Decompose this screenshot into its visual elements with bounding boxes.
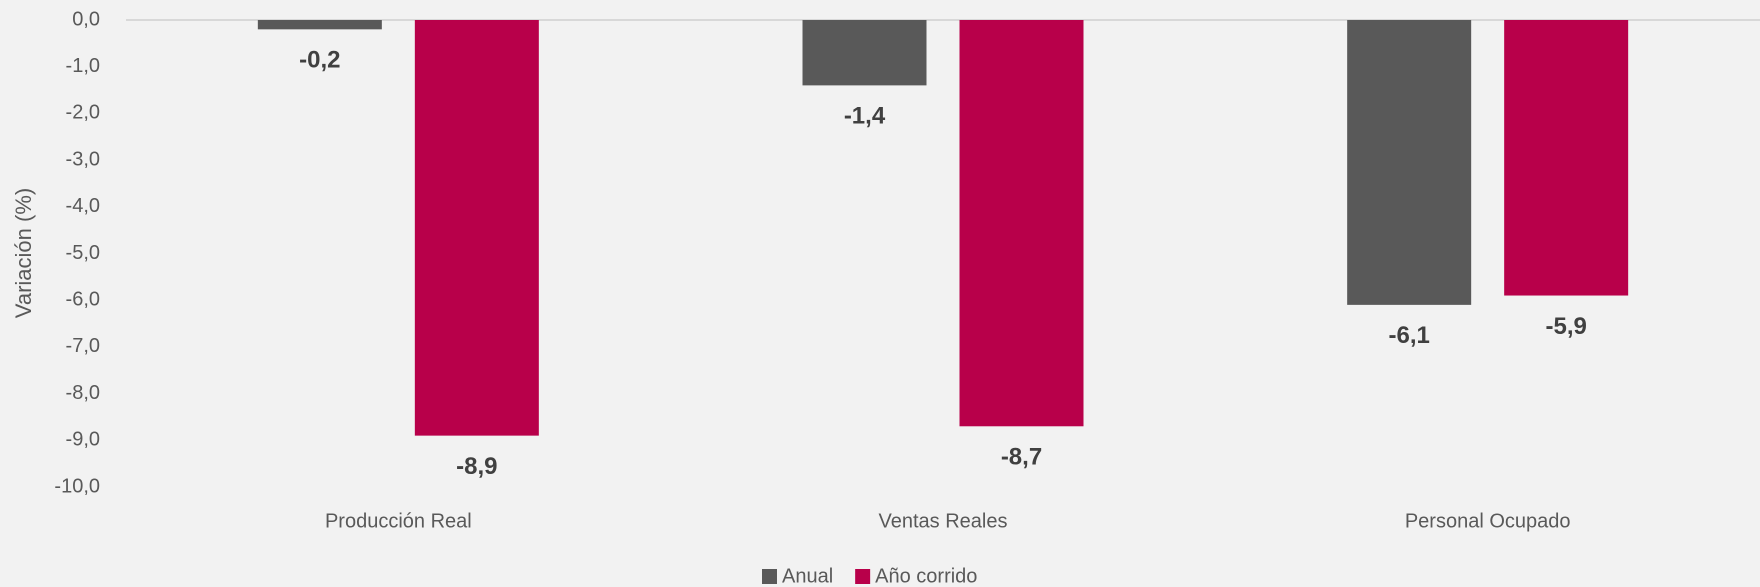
legend-swatch xyxy=(762,569,777,584)
y-tick-label: -7,0 xyxy=(66,335,100,357)
y-tick-label: -3,0 xyxy=(66,148,100,170)
y-axis-title: Variación (%) xyxy=(11,188,36,318)
value-label: -0,2 xyxy=(299,47,340,74)
y-tick-label: 0,0 xyxy=(72,8,100,30)
bar xyxy=(257,20,382,30)
y-tick-label: -8,0 xyxy=(66,382,100,404)
x-tick-label: Ventas Reales xyxy=(879,510,1008,532)
y-tick-label: -2,0 xyxy=(66,102,100,124)
y-tick-label: -5,0 xyxy=(66,242,100,264)
value-label: -8,7 xyxy=(1001,444,1042,471)
y-tick-label: -1,0 xyxy=(66,55,100,77)
legend-label: Anual xyxy=(782,565,833,587)
value-label: -5,9 xyxy=(1545,313,1586,340)
bar xyxy=(1347,20,1472,305)
x-tick-label: Personal Ocupado xyxy=(1405,510,1571,532)
legend-label: Año corrido xyxy=(875,565,977,587)
y-tick-label: -4,0 xyxy=(66,195,100,217)
value-label: -6,1 xyxy=(1388,322,1429,349)
legend-swatch xyxy=(855,569,871,584)
bar xyxy=(414,20,539,436)
y-tick-label: -6,0 xyxy=(66,288,100,310)
bar xyxy=(1504,20,1629,296)
x-tick-label: Producción Real xyxy=(325,510,472,532)
bar xyxy=(959,20,1084,427)
y-tick-label: -9,0 xyxy=(66,429,100,451)
bar xyxy=(802,20,927,86)
y-tick-label: -10,0 xyxy=(54,475,100,497)
value-label: -1,4 xyxy=(844,103,886,130)
value-label: -8,9 xyxy=(456,453,497,480)
